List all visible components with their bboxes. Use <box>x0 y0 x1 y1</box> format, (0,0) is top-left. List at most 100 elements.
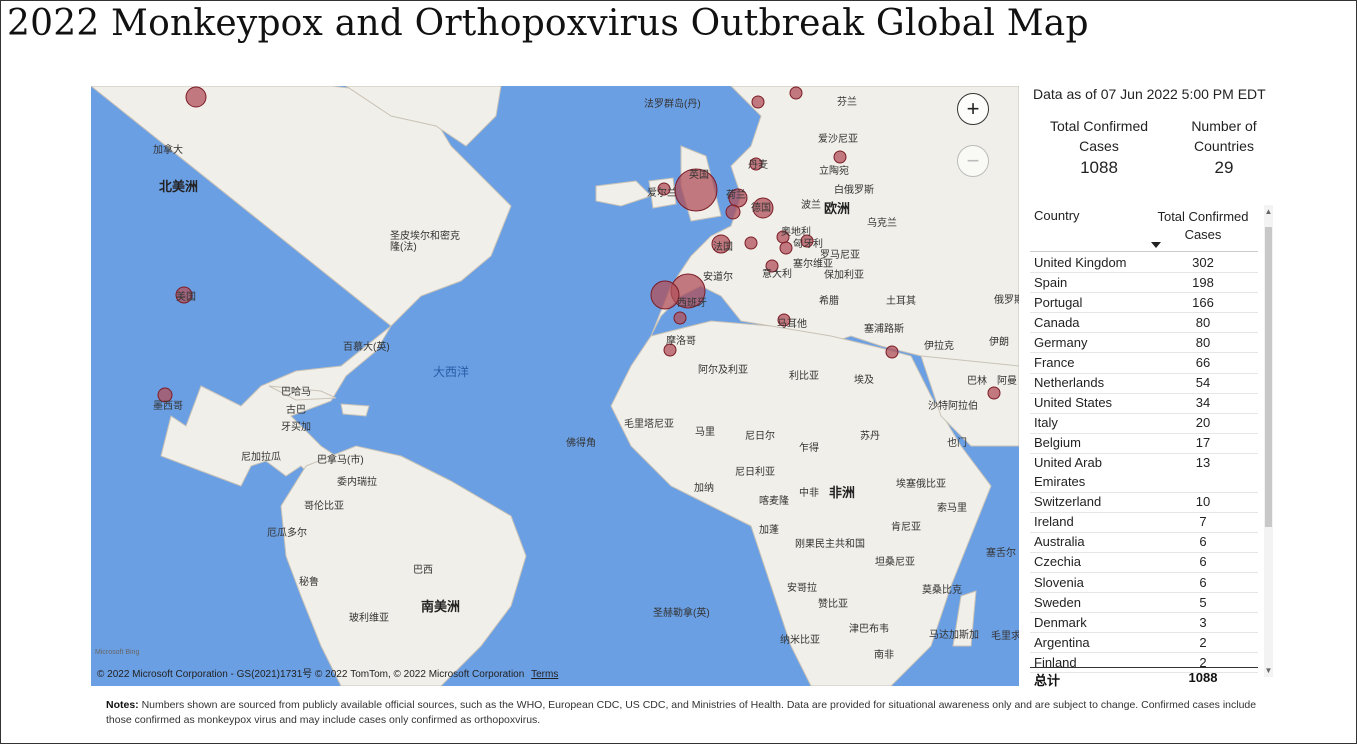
total-label: 总计 <box>1034 673 1061 688</box>
label-cameroon: 喀麦隆 <box>759 496 789 507</box>
sort-descending-icon[interactable] <box>1151 242 1161 248</box>
arabia-landmass <box>920 355 1019 447</box>
label-ireland: 爱尔兰 <box>647 188 677 199</box>
label-greece: 希腊 <box>819 296 839 307</box>
table-row[interactable]: Sweden 5 <box>1030 593 1258 614</box>
label-congo: 刚果民主共和国 <box>795 539 865 550</box>
row-cases: 5 <box>1199 594 1207 610</box>
table-row[interactable]: Slovenia 6 <box>1030 573 1258 594</box>
label-cape-verde: 佛得角 <box>566 438 596 449</box>
row-cases: 10 <box>1195 494 1211 510</box>
row-cases: 80 <box>1195 314 1211 330</box>
label-mozambique: 莫桑比克 <box>922 585 962 596</box>
kpi-countries-value: 29 <box>1214 158 1234 177</box>
row-country: Argentina <box>1034 634 1090 650</box>
notes-label: Notes: <box>106 699 139 711</box>
label-cyprus: 塞浦路斯 <box>864 324 904 335</box>
row-cases: 17 <box>1195 435 1211 451</box>
label-morocco: 摩洛哥 <box>666 336 696 347</box>
row-country: Belgium <box>1034 435 1081 451</box>
row-country: France <box>1034 354 1075 370</box>
column-header-country[interactable]: Country <box>1034 208 1080 223</box>
data-as-of: Data as of 07 Jun 2022 5:00 PM EDT <box>1033 86 1266 102</box>
row-country: United States <box>1034 395 1113 411</box>
table-row[interactable]: Canada 80 <box>1030 313 1258 334</box>
case-bubbles <box>157 86 1001 403</box>
bubble-slovenia <box>779 241 793 255</box>
table-row[interactable]: Ireland 7 <box>1030 513 1258 533</box>
table-row[interactable]: Belgium 17 <box>1030 434 1258 454</box>
world-map[interactable]: 北美洲 加拿大 美国 墨西哥 巴哈马 古巴 牙买加 尼加拉瓜 巴拿马(市) 委内… <box>91 86 1019 686</box>
scrollbar-thumb[interactable] <box>1265 227 1272 527</box>
row-country: Germany <box>1034 334 1088 350</box>
greenland-landmass <box>345 86 502 147</box>
scroll-down-icon[interactable]: ▼ <box>1264 666 1273 675</box>
row-cases: 3 <box>1199 614 1207 630</box>
bubble-canada-north <box>185 86 207 108</box>
label-south-america: 南美洲 <box>421 599 461 614</box>
row-cases: 20 <box>1195 415 1211 431</box>
table-row[interactable]: Argentina 2 <box>1030 633 1258 654</box>
table-row[interactable]: Denmark 3 <box>1030 613 1258 634</box>
label-comoros: 塞舌尔 <box>986 548 1016 559</box>
label-zambia: 赞比亚 <box>818 599 848 610</box>
attribution-text: © 2022 Microsoft Corporation - GS(2021)1… <box>97 669 525 680</box>
row-country: Sweden <box>1034 594 1081 610</box>
bubble-belgium <box>725 204 741 220</box>
label-algeria: 阿尔及利亚 <box>698 365 748 376</box>
label-europe: 欧洲 <box>824 201 851 216</box>
label-bolivia: 玻利维亚 <box>349 613 389 624</box>
bubble-switzerland <box>744 236 758 250</box>
label-niger: 尼日尔 <box>745 431 775 442</box>
label-ethiopia: 埃塞俄比亚 <box>896 479 946 490</box>
label-panama: 巴拿马(市) <box>317 455 364 466</box>
row-cases: 54 <box>1195 375 1211 391</box>
table-row[interactable]: United Arab Emirates 13 <box>1030 454 1258 493</box>
bubble-morocco <box>663 343 677 357</box>
label-andorra: 安道尔 <box>703 272 733 283</box>
bing-logo: Microsoft Bing <box>95 649 140 656</box>
table-row[interactable]: Portugal 166 <box>1030 293 1258 314</box>
label-gabon: 加蓬 <box>759 525 779 536</box>
scroll-up-icon[interactable]: ▲ <box>1264 207 1273 216</box>
cases-table: Country Total Confirmed Cases United Kin… <box>1030 205 1274 688</box>
table-row[interactable]: Netherlands 54 <box>1030 374 1258 394</box>
row-country: Italy <box>1034 415 1058 431</box>
table-row[interactable]: Germany 80 <box>1030 333 1258 354</box>
label-tanzania: 坦桑尼亚 <box>875 557 915 568</box>
bubble-italy <box>765 259 779 273</box>
table-row[interactable]: United States 34 <box>1030 394 1258 414</box>
table-scrollbar[interactable]: ▲ ▼ <box>1264 205 1273 677</box>
table-row[interactable]: Australia 6 <box>1030 533 1258 553</box>
table-row[interactable]: Czechia 6 <box>1030 553 1258 573</box>
row-country: United Kingdom <box>1034 254 1127 270</box>
row-country: Netherlands <box>1034 375 1105 391</box>
column-header-cases[interactable]: Total Confirmed Cases <box>1157 209 1249 242</box>
row-cases: 302 <box>1192 254 1214 270</box>
bubble-usa <box>157 387 173 403</box>
label-africa: 非洲 <box>829 485 856 500</box>
table-row[interactable]: Spain 198 <box>1030 273 1258 294</box>
label-spain: 西班牙 <box>677 298 707 309</box>
table-row[interactable]: Italy 20 <box>1030 414 1258 434</box>
africa-landmass <box>610 320 992 686</box>
row-country: Slovenia <box>1034 574 1084 590</box>
label-malta: 马耳他 <box>777 319 807 330</box>
label-mauritius: 毛里求斯 <box>991 631 1019 642</box>
label-nigeria: 尼日利亚 <box>735 467 775 478</box>
table-row[interactable]: Switzerland 10 <box>1030 493 1258 513</box>
row-cases: 6 <box>1199 574 1207 590</box>
table-row[interactable]: United Kingdom 302 <box>1030 253 1258 274</box>
label-sudan: 苏丹 <box>860 431 880 442</box>
map-attribution: © 2022 Microsoft Corporation - GS(2021)1… <box>97 665 558 680</box>
zoom-out-button[interactable]: − <box>957 145 989 177</box>
zoom-in-button[interactable]: + <box>957 93 989 125</box>
bubble-sweden <box>751 95 765 109</box>
notes-text: Numbers shown are sourced from publicly … <box>106 699 1257 726</box>
terms-link[interactable]: Terms <box>531 669 559 680</box>
bubble-malta <box>777 313 791 327</box>
kpi-country-count: Number of Countries 29 <box>1174 116 1274 178</box>
table-row[interactable]: Finland 2 <box>1030 653 1258 674</box>
table-row[interactable]: France 66 <box>1030 353 1258 374</box>
label-turkey: 土耳其 <box>886 296 916 307</box>
